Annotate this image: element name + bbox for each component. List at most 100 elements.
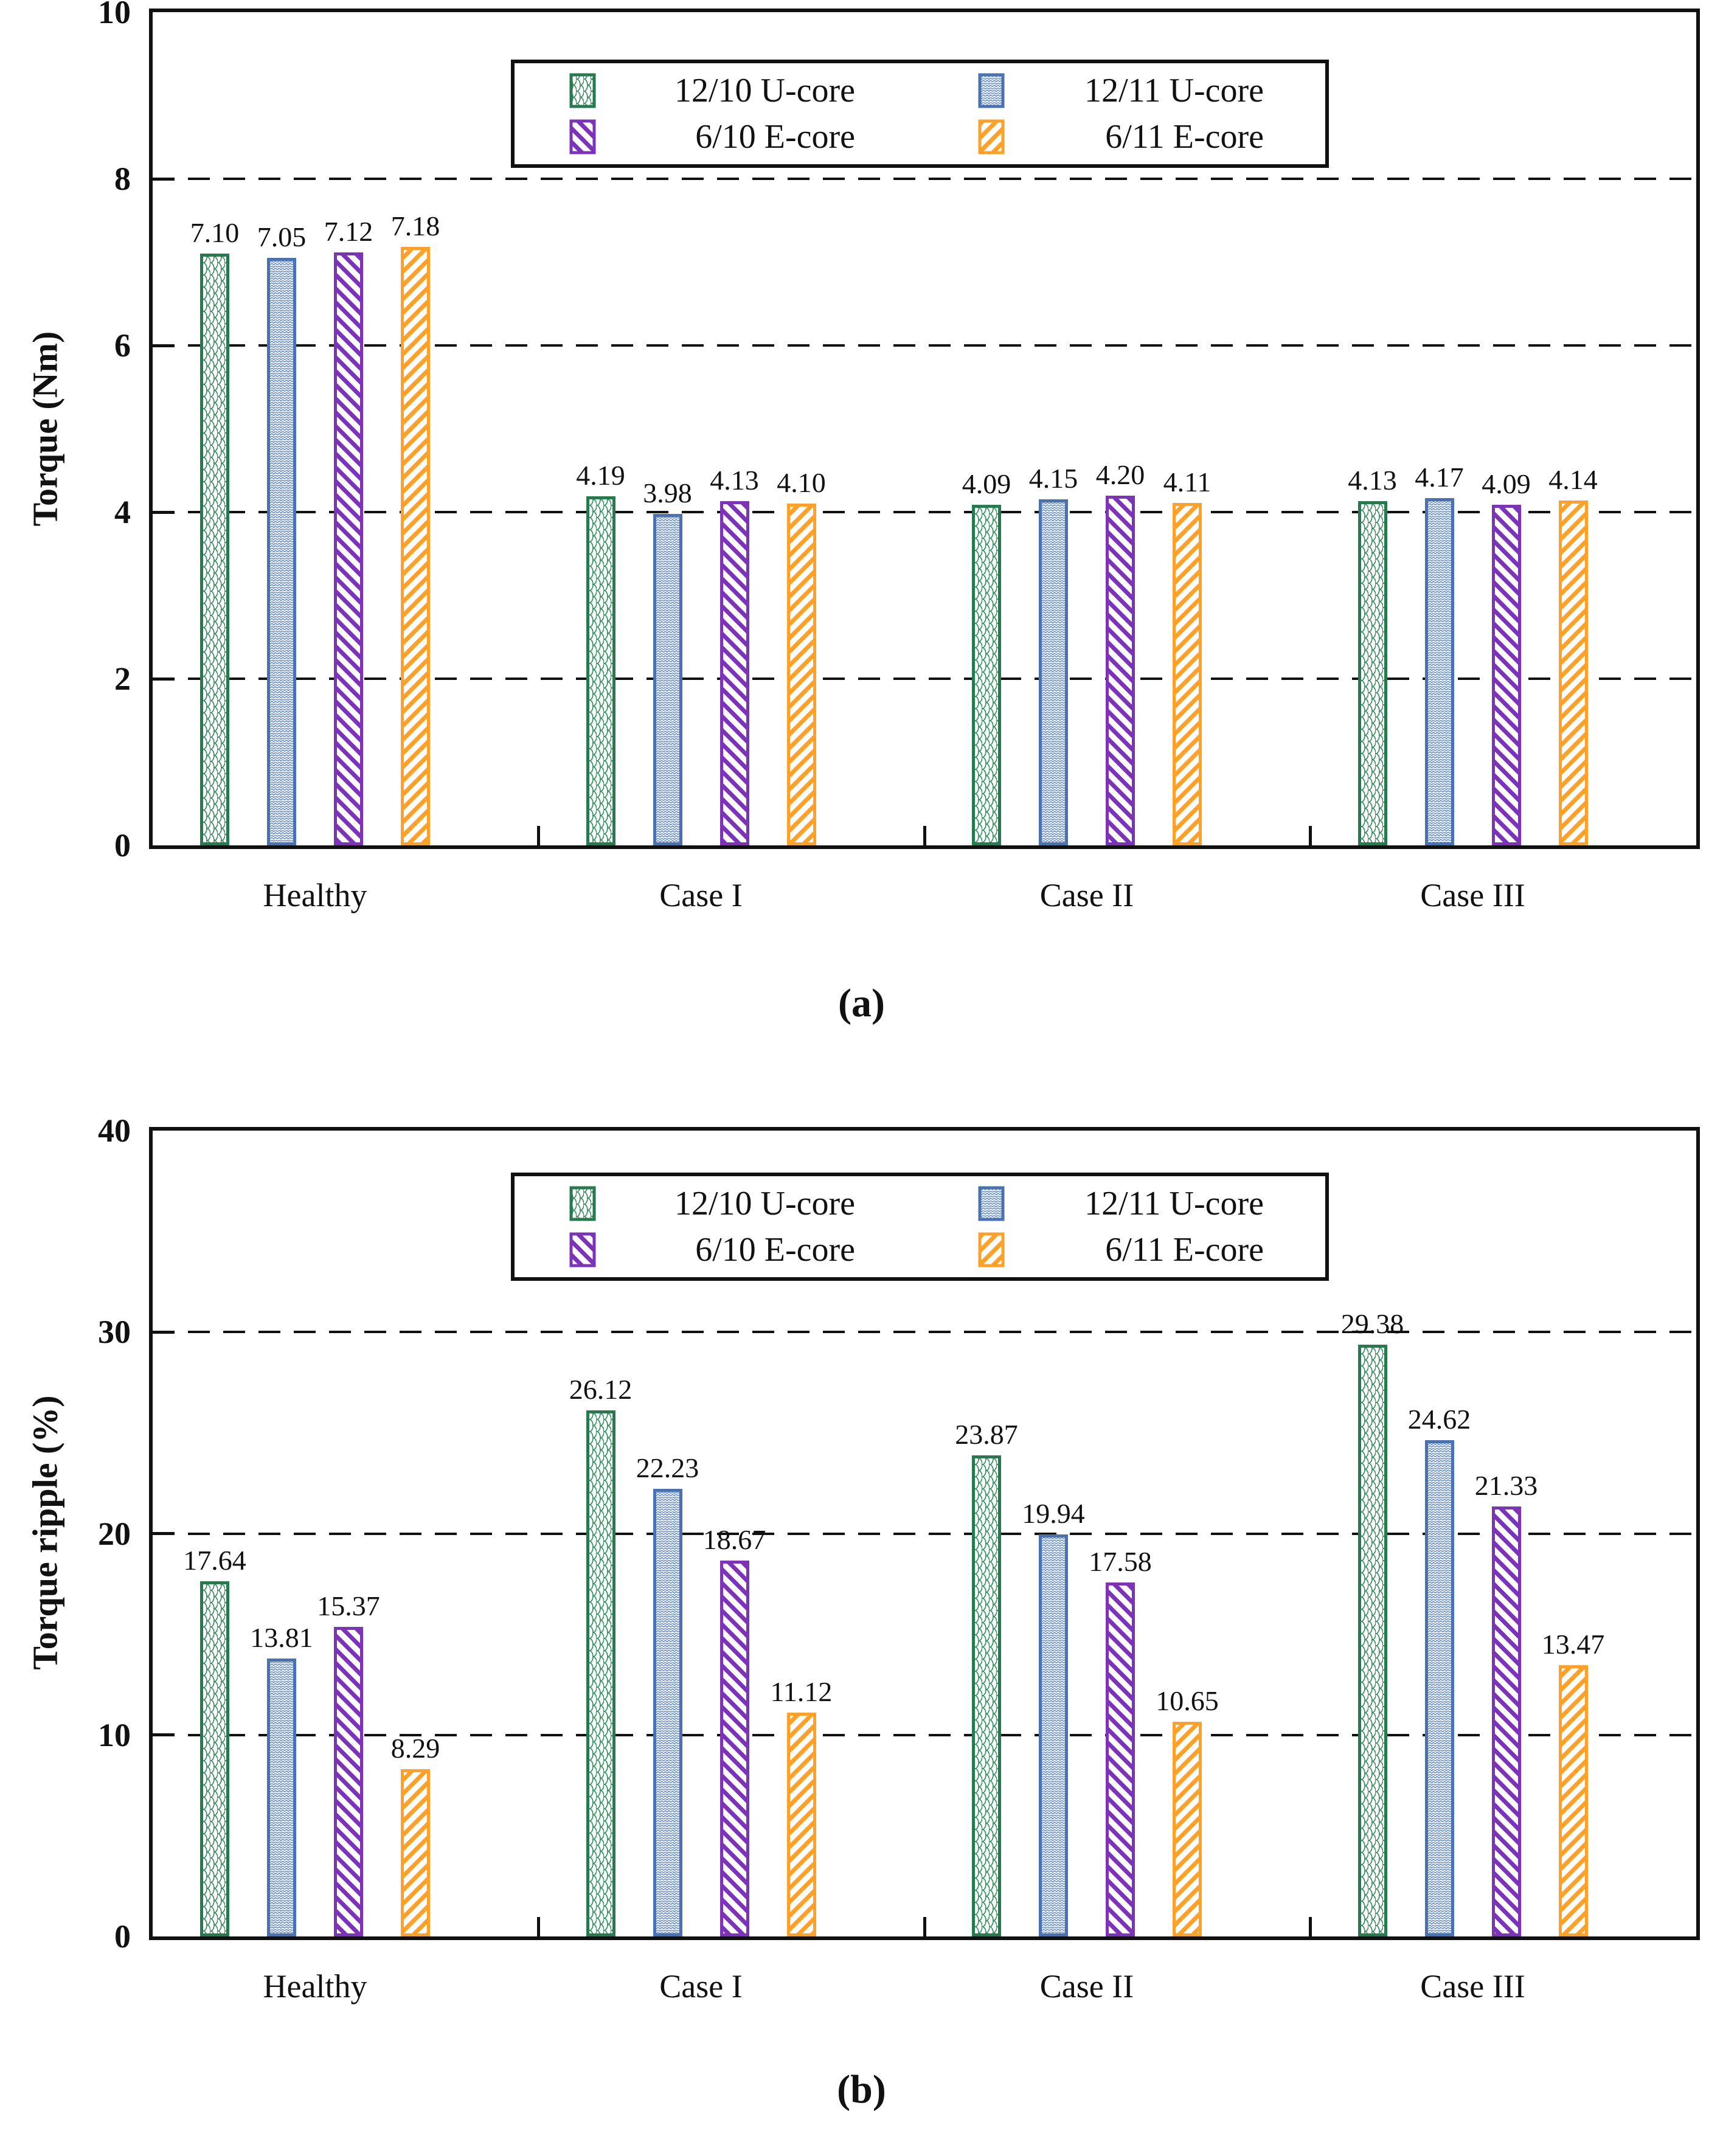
- bar-value-label-6-11-e-core-case-i: 4.10: [777, 467, 826, 498]
- bar-6-10-e-core-case-ii: [1106, 1582, 1135, 1936]
- bar-12-11-u-core-case-i: [653, 514, 682, 845]
- legend-a: 12/10 U-core 12/11 U-core 6/10 E-core 6/11 …: [511, 60, 1329, 168]
- bar-12-10-u-core-healthy: [200, 1581, 229, 1936]
- bar-value-label-6-11-e-core-case-i: 11.12: [770, 1676, 833, 1707]
- bar-value-label-6-10-e-core-case-i: 4.13: [710, 465, 759, 496]
- bar-12-10-u-core-case-ii: [972, 505, 1001, 845]
- y-tick-label-0: 0: [114, 827, 131, 864]
- legend-label-6-10-e-core: 6/10 E-core: [695, 118, 855, 156]
- legend-swatch-12-11-u-core-pattern-icon: [978, 73, 1005, 108]
- bar-12-10-u-core-case-i: [586, 496, 615, 845]
- y-tick-8: [153, 177, 175, 181]
- bar-value-label-12-11-u-core-case-i: 22.23: [636, 1452, 699, 1483]
- x-category-label-case-iii: Case III: [1420, 877, 1525, 913]
- x-tick-3: [1309, 1917, 1312, 1936]
- x-category-label-case-i: Case I: [659, 877, 743, 913]
- legend-item-12-11-u-core: 12/11 U-core: [978, 1184, 1264, 1223]
- bar-6-10-e-core-case-iii: [1491, 505, 1521, 845]
- bar-value-label-12-10-u-core-case-i: 26.12: [569, 1374, 633, 1405]
- grid-line-6: [153, 344, 1696, 347]
- legend-swatch-6-11-e-core-pattern-icon: [978, 119, 1005, 154]
- bar-6-10-e-core-case-i: [719, 501, 749, 845]
- x-tick-3: [1309, 826, 1312, 845]
- bar-value-label-6-11-e-core-case-ii: 4.11: [1163, 466, 1212, 497]
- legend-swatch-6-10-e-core-pattern-icon: [569, 1232, 596, 1267]
- y-tick-label-10: 10: [98, 1716, 131, 1753]
- x-category-label-healthy: Healthy: [263, 877, 367, 913]
- caption-b: (b): [837, 2067, 886, 2112]
- bar-6-10-e-core-case-i: [719, 1561, 749, 1936]
- x-category-label-case-ii: Case II: [1039, 1968, 1134, 2005]
- bar-12-11-u-core-case-iii: [1424, 1440, 1454, 1936]
- bar-value-label-12-10-u-core-case-iii: 29.38: [1340, 1308, 1404, 1339]
- legend-item-6-10-e-core: 6/10 E-core: [569, 117, 855, 156]
- bar-value-label-6-11-e-core-healthy: 8.29: [390, 1733, 440, 1764]
- bar-value-label-6-10-e-core-case-i: 18.67: [702, 1524, 766, 1555]
- caption-a: (a): [838, 981, 885, 1025]
- legend-label-12-10-u-core: 12/10 U-core: [674, 71, 855, 109]
- bar-value-label-12-11-u-core-case-i: 3.98: [643, 477, 692, 508]
- bar-value-label-12-10-u-core-case-ii: 23.87: [955, 1419, 1018, 1450]
- bar-value-label-6-10-e-core-case-iii: 4.09: [1482, 468, 1531, 499]
- legend-item-12-11-u-core: 12/11 U-core: [978, 71, 1264, 110]
- legend-b: 12/10 U-core 12/11 U-core 6/10 E-core 6/11 …: [511, 1173, 1329, 1281]
- bar-12-11-u-core-case-ii: [1039, 499, 1068, 845]
- bar-value-label-12-11-u-core-case-ii: 19.94: [1022, 1498, 1085, 1529]
- bar-value-label-12-10-u-core-healthy: 7.10: [190, 217, 240, 248]
- bar-value-label-6-11-e-core-case-iii: 4.14: [1548, 464, 1598, 495]
- bar-6-10-e-core-case-iii: [1491, 1506, 1521, 1936]
- legend-item-6-11-e-core: 6/11 E-core: [978, 117, 1264, 156]
- bar-value-label-12-11-u-core-healthy: 7.05: [257, 221, 307, 252]
- x-category-label-case-ii: Case II: [1039, 877, 1134, 913]
- y-tick-label-40: 40: [98, 1112, 131, 1149]
- legend-swatch-6-11-e-core-pattern-icon: [978, 1232, 1005, 1267]
- x-category-label-case-i: Case I: [659, 1968, 743, 2005]
- x-tick-1: [537, 826, 540, 845]
- y-tick-label-0: 0: [114, 1918, 131, 1955]
- bar-value-label-12-10-u-core-case-iii: 4.13: [1348, 465, 1397, 496]
- y-tick-30: [153, 1330, 175, 1334]
- bar-value-label-6-11-e-core-case-iii: 13.47: [1541, 1629, 1605, 1660]
- legend-label-12-11-u-core: 12/11 U-core: [1084, 1184, 1264, 1222]
- legend-item-6-10-e-core: 6/10 E-core: [569, 1230, 855, 1269]
- grid-line-4: [153, 511, 1696, 513]
- bar-12-10-u-core-case-iii: [1357, 501, 1387, 845]
- legend-item-12-10-u-core: 12/10 U-core: [569, 1184, 855, 1223]
- grid-line-30: [153, 1331, 1696, 1334]
- legend-swatch-12-11-u-core-pattern-icon: [978, 1186, 1005, 1221]
- y-tick-4: [153, 510, 175, 514]
- bar-value-label-12-11-u-core-case-iii: 4.17: [1415, 462, 1464, 493]
- bar-6-11-e-core-case-i: [786, 1713, 816, 1936]
- bar-6-11-e-core-case-i: [786, 504, 816, 845]
- grid-line-20: [153, 1532, 1696, 1535]
- y-tick-label-20: 20: [98, 1515, 131, 1552]
- y-tick-20: [153, 1532, 175, 1535]
- bar-12-11-u-core-case-iii: [1424, 498, 1454, 845]
- bar-6-11-e-core-case-iii: [1558, 501, 1588, 845]
- x-tick-1: [537, 1917, 540, 1936]
- legend-item-6-11-e-core: 6/11 E-core: [978, 1230, 1264, 1269]
- legend-label-12-10-u-core: 12/10 U-core: [674, 1184, 855, 1222]
- bar-value-label-6-10-e-core-healthy: 15.37: [317, 1590, 380, 1621]
- y-tick-label-10: 10: [98, 0, 131, 30]
- bar-6-10-e-core-case-ii: [1106, 496, 1135, 845]
- bar-6-11-e-core-healthy: [401, 1769, 430, 1936]
- y-tick-label-6: 6: [114, 327, 131, 364]
- bar-value-label-6-10-e-core-healthy: 7.12: [324, 216, 373, 247]
- bar-value-label-6-11-e-core-healthy: 7.18: [390, 210, 440, 241]
- grid-line-2: [153, 678, 1696, 680]
- bar-value-label-12-11-u-core-case-ii: 4.15: [1028, 463, 1078, 494]
- y-tick-label-8: 8: [114, 161, 131, 197]
- y-tick-label-2: 2: [114, 660, 131, 697]
- bar-value-label-6-10-e-core-case-ii: 17.58: [1089, 1546, 1152, 1577]
- bar-value-label-6-10-e-core-case-iii: 21.33: [1474, 1470, 1538, 1501]
- bar-6-10-e-core-healthy: [334, 1627, 363, 1936]
- bar-value-label-6-10-e-core-case-ii: 4.20: [1095, 459, 1145, 490]
- bar-value-label-12-10-u-core-healthy: 17.64: [183, 1545, 246, 1576]
- legend-swatch-6-10-e-core-pattern-icon: [569, 119, 596, 154]
- bar-value-label-12-10-u-core-case-i: 4.19: [576, 460, 625, 491]
- bar-6-11-e-core-healthy: [401, 247, 430, 845]
- grid-line-8: [153, 178, 1696, 180]
- bar-12-11-u-core-case-ii: [1039, 1534, 1068, 1936]
